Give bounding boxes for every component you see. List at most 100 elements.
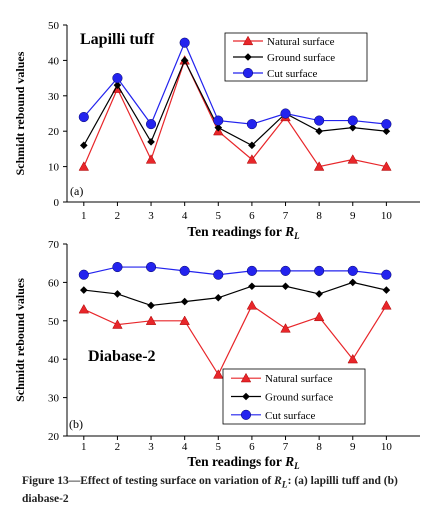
- legend-label: Cut surface: [265, 410, 316, 422]
- x-tick-label: 2: [115, 441, 121, 453]
- data-point: [213, 369, 224, 379]
- chart-title: Lapilli tuff: [80, 31, 155, 48]
- x-tick-label: 1: [81, 441, 87, 453]
- chart-title: Diabase-2: [88, 348, 156, 365]
- y-tick-label: 20: [48, 431, 60, 443]
- data-point: [213, 115, 224, 126]
- panel-label: (b): [69, 417, 83, 431]
- legend-marker: [242, 67, 254, 79]
- x-tick-label: 5: [216, 210, 222, 222]
- y-tick-label: 30: [48, 393, 60, 405]
- x-tick-label: 8: [316, 441, 322, 453]
- data-point: [145, 261, 157, 273]
- data-point: [315, 290, 323, 298]
- legend-marker: [240, 409, 252, 420]
- y-tick-label: 10: [48, 162, 60, 174]
- caption-text-end: : (a) lapilli tuff and (b) diabase-2: [22, 475, 398, 506]
- x-axis-label: Ten readings for RL: [187, 224, 300, 241]
- legend-label: Ground surface: [265, 392, 333, 404]
- data-point: [314, 115, 325, 126]
- data-point: [113, 290, 122, 298]
- data-point: [147, 138, 155, 146]
- legend-label: Cut surface: [267, 68, 318, 80]
- data-point: [381, 269, 392, 280]
- legend-label: Natural surface: [267, 36, 335, 48]
- legend-marker: [242, 35, 254, 46]
- data-point: [147, 301, 155, 310]
- x-tick-label: 7: [283, 210, 289, 222]
- y-tick-label: 30: [48, 91, 60, 103]
- figure-caption: Figure 13—Effect of testing surface on v…: [22, 474, 422, 506]
- y-tick-label: 60: [48, 277, 60, 289]
- y-axis-label: Schmidt rebound values: [13, 278, 27, 402]
- data-point: [145, 154, 157, 164]
- data-point: [280, 265, 291, 276]
- x-tick-label: 4: [182, 210, 188, 222]
- data-point: [145, 119, 157, 130]
- data-point: [112, 319, 123, 329]
- series-line: [83, 41, 387, 126]
- chart-b: 20 30 40 50 60 70 1 2 3 4 5 6 7 8 9 10 Ten readings for …: [13, 239, 420, 470]
- data-point: [179, 37, 190, 48]
- y-tick-label: 70: [48, 239, 60, 251]
- data-point: [213, 269, 224, 280]
- x-tick-label: 7: [283, 441, 289, 453]
- y-tick-label: 40: [48, 55, 60, 67]
- caption-symbol: RL: [274, 475, 288, 491]
- data-point: [382, 286, 391, 294]
- x-tick-label: 8: [316, 210, 322, 222]
- series-line: [83, 304, 387, 376]
- data-point: [80, 286, 88, 294]
- data-point: [347, 353, 358, 364]
- data-point: [347, 265, 358, 276]
- y-tick-label: 0: [54, 197, 60, 209]
- data-point: [281, 282, 290, 291]
- caption-text: Figure 13—Effect of testing surface on v…: [22, 475, 275, 487]
- x-tick-label: 3: [148, 210, 154, 222]
- x-tick-label: 6: [249, 210, 255, 222]
- data-point: [314, 265, 325, 276]
- data-point: [246, 119, 257, 130]
- legend: Natural surface Ground surface Cut surface: [224, 32, 368, 82]
- y-tick-label: 50: [48, 316, 60, 328]
- y-tick-label: 40: [48, 354, 60, 366]
- data-point: [313, 311, 325, 322]
- data-point: [381, 119, 392, 130]
- data-point: [78, 303, 90, 314]
- panel-label: (a): [70, 184, 83, 198]
- legend-marker: [244, 53, 252, 61]
- data-point: [313, 161, 325, 171]
- y-tick-label: 20: [48, 126, 60, 138]
- data-point: [113, 81, 122, 89]
- x-tick-label: 9: [350, 210, 356, 222]
- data-point: [381, 161, 392, 171]
- series-line: [83, 281, 387, 307]
- data-point: [246, 300, 258, 310]
- data-point: [112, 261, 123, 273]
- data-point: [381, 300, 392, 310]
- x-tick-label: 1: [81, 210, 87, 222]
- x-tick-label: 2: [115, 210, 121, 222]
- data-point: [246, 265, 257, 276]
- data-point: [280, 108, 291, 119]
- data-point: [248, 141, 256, 150]
- data-point: [214, 123, 223, 132]
- data-point: [214, 293, 223, 302]
- data-point: [347, 154, 358, 164]
- x-tick-label: 4: [182, 441, 188, 453]
- legend-marker: [242, 392, 250, 401]
- series-line: [83, 58, 387, 168]
- data-point: [80, 141, 88, 150]
- x-tick-label: 3: [148, 441, 154, 453]
- data-point: [179, 315, 190, 325]
- y-axis-label: Schmidt rebound values: [13, 51, 27, 175]
- data-point: [347, 115, 358, 126]
- x-tick-label: 10: [381, 441, 393, 453]
- data-point: [112, 73, 123, 84]
- data-point: [348, 278, 357, 287]
- data-point: [248, 282, 256, 291]
- data-point: [78, 269, 89, 280]
- x-tick-label: 10: [381, 210, 393, 222]
- data-point: [78, 111, 89, 123]
- data-point: [179, 265, 190, 276]
